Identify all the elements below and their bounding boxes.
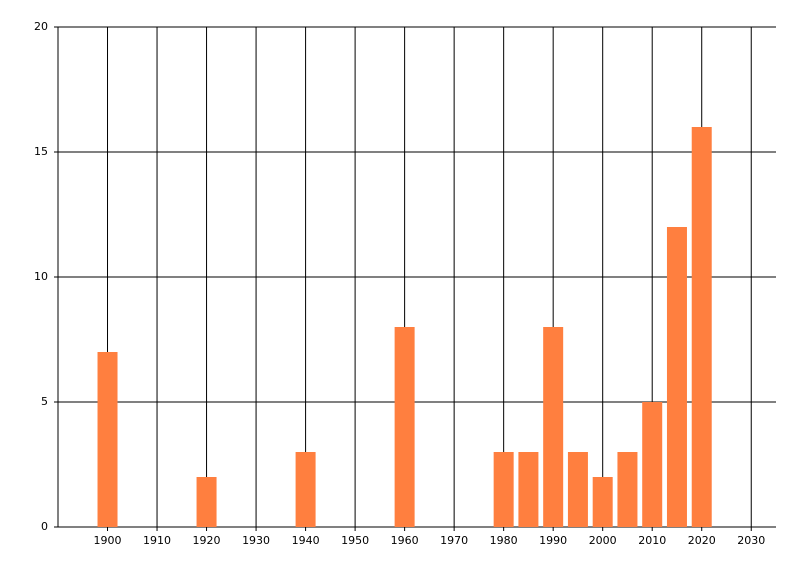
y-tick-label: 5 xyxy=(41,395,48,408)
bar xyxy=(592,477,613,527)
y-tick-label: 20 xyxy=(34,20,48,33)
bar xyxy=(196,477,217,527)
bar xyxy=(295,452,316,527)
y-tick-label: 15 xyxy=(34,145,48,158)
y-tick-label: 10 xyxy=(34,270,48,283)
bar xyxy=(691,127,712,527)
x-tick-label: 1920 xyxy=(193,534,221,547)
bar xyxy=(543,327,564,527)
x-tick-label: 1960 xyxy=(391,534,419,547)
x-tick-label: 2000 xyxy=(589,534,617,547)
x-tick-label: 1950 xyxy=(341,534,369,547)
x-tick-label: 1900 xyxy=(94,534,122,547)
x-tick-label: 1940 xyxy=(292,534,320,547)
x-tick-label: 1910 xyxy=(143,534,171,547)
bar xyxy=(666,227,687,527)
x-tick-label: 2010 xyxy=(638,534,666,547)
bar xyxy=(493,452,514,527)
x-tick-label: 1980 xyxy=(490,534,518,547)
bar xyxy=(518,452,539,527)
bar xyxy=(97,352,118,527)
bar xyxy=(642,402,663,527)
bar xyxy=(617,452,638,527)
y-tick-label: 0 xyxy=(41,520,48,533)
bar xyxy=(394,327,415,527)
bar xyxy=(567,452,588,527)
x-tick-label: 1970 xyxy=(440,534,468,547)
x-tick-label: 1930 xyxy=(242,534,270,547)
x-tick-label: 2030 xyxy=(737,534,765,547)
x-tick-label: 1990 xyxy=(539,534,567,547)
x-tick-label: 2020 xyxy=(688,534,716,547)
